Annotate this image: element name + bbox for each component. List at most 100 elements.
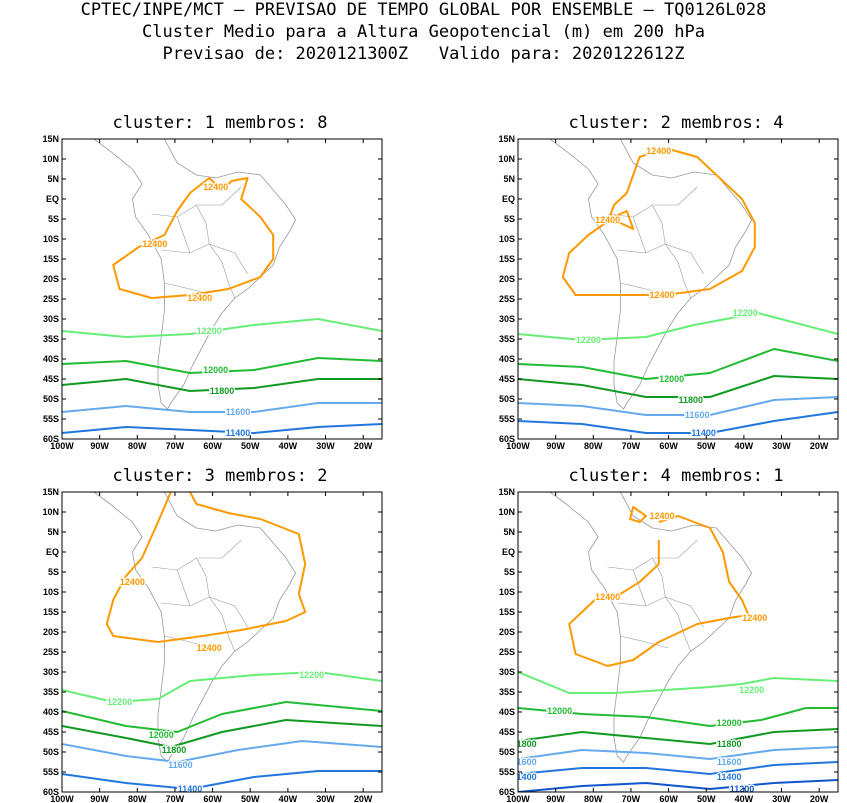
contour-label: 12400	[595, 592, 620, 602]
contour-label: 12400	[742, 613, 767, 623]
map-frame	[61, 138, 383, 440]
contour-label: 12200	[576, 335, 601, 345]
contour-label: 12200	[107, 697, 132, 707]
contour-label: 11800	[717, 739, 742, 749]
coastline	[549, 139, 753, 410]
lon-label: 90W	[546, 441, 565, 451]
map-panel-2: 12400 12400 12400 12200 12200 12000 11800 11600…	[498, 134, 839, 451]
contour-12000	[62, 701, 382, 733]
contour-label: 12200	[197, 326, 222, 336]
map-frame	[517, 138, 839, 440]
contour-label: 11400	[512, 772, 537, 782]
lat-label: 40S	[43, 354, 59, 364]
lat-label: 15N	[498, 134, 515, 144]
lat-label: 5S	[48, 567, 59, 577]
lon-label: 100W	[506, 794, 530, 803]
lon-label: 70W	[622, 794, 641, 803]
lat-label: 10S	[43, 587, 59, 597]
country-border	[209, 596, 248, 628]
contour-12000	[518, 707, 838, 727]
country-border	[665, 596, 704, 628]
lat-label: 35S	[43, 334, 59, 344]
coastline	[93, 492, 297, 763]
lat-label: 10N	[42, 507, 59, 517]
lon-label: 50W	[697, 794, 716, 803]
contour-label: 11600	[226, 407, 251, 417]
contour-label: 12400	[646, 146, 671, 156]
map-panel-3: 12400 12400 12200 12200 12000 11800 11600 11400…	[42, 487, 383, 803]
country-border	[665, 243, 704, 275]
contour-label: 11600	[168, 760, 193, 770]
contour-12200	[518, 671, 838, 694]
contour-12400	[568, 515, 750, 667]
lat-label: 45S	[43, 727, 59, 737]
lat-label: 5S	[48, 214, 59, 224]
contour-11200	[518, 779, 838, 792]
lon-label: 20W	[354, 441, 373, 451]
lon-label: 70W	[166, 441, 185, 451]
header-line-1: CPTEC/INPE/MCT — PREVISAO DE TEMPO GLOBA…	[80, 0, 767, 20]
contour-label: 11600	[512, 757, 537, 767]
lat-label: 10S	[499, 234, 515, 244]
lat-label: 25S	[499, 294, 515, 304]
lat-label: EQ	[46, 547, 59, 557]
lat-label: 10N	[42, 154, 59, 164]
map-panel-4: 12400 12400 12400 12200 12000 12000 11800 11800…	[498, 487, 839, 803]
lat-label: 50S	[43, 747, 59, 757]
contour-12400	[105, 492, 307, 643]
country-border	[652, 557, 666, 598]
contour-label: 12400	[142, 239, 167, 249]
lat-label: 5S	[504, 567, 515, 577]
contour-label: 12000	[203, 365, 228, 375]
lat-label: 10S	[499, 587, 515, 597]
lon-label: 30W	[772, 441, 791, 451]
lon-label: 60W	[203, 794, 222, 803]
lat-label: 15S	[43, 607, 59, 617]
lon-label: 60W	[659, 441, 678, 451]
country-border	[620, 635, 669, 649]
contour-label: 12200	[739, 685, 764, 695]
lat-label: 10N	[498, 507, 515, 517]
contour-label: 12000	[547, 706, 572, 716]
country-border	[632, 216, 647, 254]
lon-label: 100W	[50, 794, 74, 803]
contour-11800	[62, 378, 382, 392]
lat-label: 20S	[43, 274, 59, 284]
country-border	[632, 569, 647, 607]
lon-label: 80W	[128, 794, 147, 803]
contour-12200	[518, 312, 838, 341]
contour-label: 12400	[203, 182, 228, 192]
contour-11600	[62, 740, 382, 763]
country-border	[196, 557, 210, 598]
contour-label: 11400	[717, 772, 742, 782]
contour-label: 11200	[730, 784, 755, 794]
contour-label: 12400	[595, 215, 620, 225]
lat-label: 50S	[499, 394, 515, 404]
lat-label: 15S	[499, 607, 515, 617]
lat-label: 15N	[42, 487, 59, 497]
lat-label: 55S	[43, 767, 59, 777]
country-border	[151, 539, 242, 571]
lat-label: 55S	[499, 414, 515, 424]
contour-label: 12000	[659, 374, 684, 384]
lat-label: 15N	[498, 487, 515, 497]
lon-label: 40W	[279, 794, 298, 803]
lat-label: 60S	[43, 787, 59, 797]
lat-label: 50S	[499, 747, 515, 757]
country-border	[607, 539, 698, 571]
contour-12200	[62, 671, 382, 703]
lat-label: 55S	[43, 414, 59, 424]
lat-label: 40S	[43, 707, 59, 717]
country-border	[607, 186, 698, 218]
contour-label: 12400	[649, 290, 674, 300]
map-content: 12400 12400 12200 12200 12000 11800 11600 11400	[62, 492, 382, 792]
lat-label: 5N	[47, 527, 59, 537]
country-border	[176, 216, 191, 254]
lon-label: 70W	[622, 441, 641, 451]
map-frame	[517, 491, 839, 793]
contour-12400	[112, 177, 275, 299]
lon-label: 50W	[697, 441, 716, 451]
map-content: 12400 12400 12400 12200 12200 12000 11800 11600…	[518, 139, 838, 439]
lat-label: 60S	[43, 434, 59, 444]
contour-11400	[518, 411, 838, 434]
